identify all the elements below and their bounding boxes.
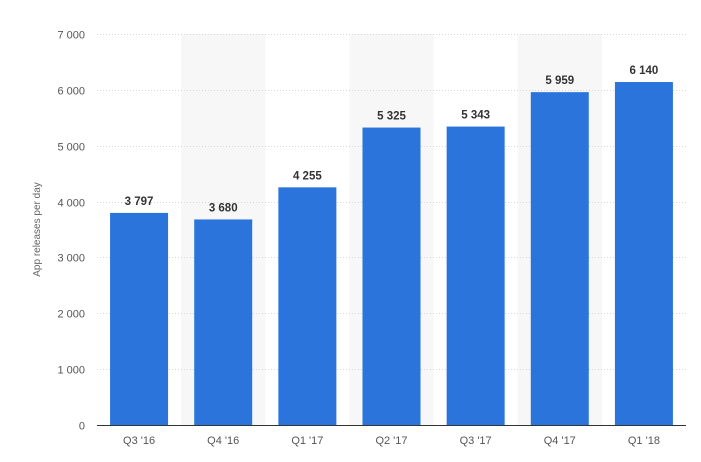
y-tick-label: 7 000 [57,30,85,42]
x-tick-label: Q1 '17 [291,435,323,447]
y-axis-label: App releases per day [32,182,43,277]
data-label: 5 343 [461,110,490,122]
bar[interactable] [194,219,253,425]
data-label: 6 140 [630,65,659,77]
bar[interactable] [530,92,589,426]
y-tick-label: 2 000 [57,309,85,321]
x-tick-label: Q3 '16 [123,435,155,447]
bar[interactable] [110,212,169,425]
data-label: 5 959 [545,75,574,87]
y-tick-label: 0 [79,421,85,433]
x-tick-label: Q4 '16 [207,435,239,447]
data-label: 3 680 [209,202,238,214]
bar[interactable] [278,187,337,425]
y-tick-label: 1 000 [57,365,85,377]
x-tick-label: Q2 '17 [375,435,407,447]
data-label: 5 325 [377,111,406,123]
x-tick-label: Q1 '18 [628,435,660,447]
bars [110,82,673,426]
data-label: 3 797 [125,196,154,208]
data-label: 4 255 [293,170,322,182]
y-tick-label: 5 000 [57,142,85,154]
bar[interactable] [614,82,673,425]
y-tick-label: 6 000 [57,86,85,98]
bar[interactable] [446,126,505,425]
x-tick-label: Q4 '17 [544,435,576,447]
bar[interactable] [362,127,421,425]
x-tick-label: Q3 '17 [460,435,492,447]
x-axis-ticks: Q3 '16 Q4 '16 Q1 '17 Q2 '17 Q3 '17 Q4 '17 Q1 '… [123,435,660,447]
y-axis-ticks: 0 1 000 2 000 3 000 4 000 5 000 6 000 7 000 [57,30,85,433]
y-tick-label: 4 000 [57,198,85,210]
y-tick-label: 3 000 [57,253,85,265]
data-labels: 3 797 3 680 4 255 5 325 5 343 5 959 6 140 [125,65,659,214]
